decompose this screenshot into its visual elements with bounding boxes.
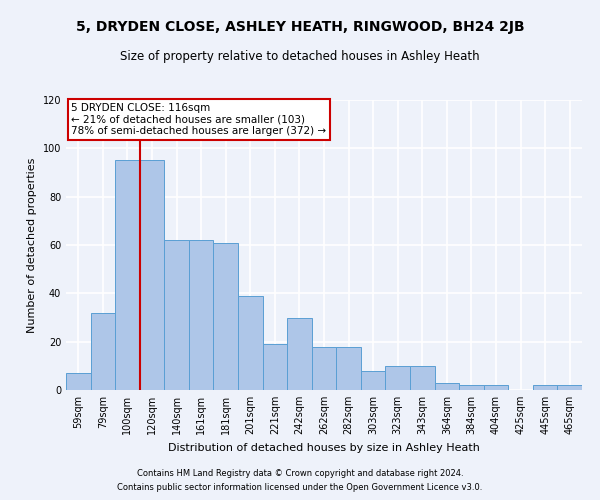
Bar: [140, 160, 164, 390]
Bar: [238, 296, 263, 390]
Text: Contains HM Land Registry data © Crown copyright and database right 2024.: Contains HM Land Registry data © Crown c…: [137, 468, 463, 477]
Bar: [410, 366, 434, 390]
Text: Contains public sector information licensed under the Open Government Licence v3: Contains public sector information licen…: [118, 484, 482, 492]
Bar: [557, 385, 582, 390]
Bar: [385, 366, 410, 390]
Bar: [115, 160, 140, 390]
Bar: [434, 383, 459, 390]
Bar: [214, 242, 238, 390]
Text: 5, DRYDEN CLOSE, ASHLEY HEATH, RINGWOOD, BH24 2JB: 5, DRYDEN CLOSE, ASHLEY HEATH, RINGWOOD,…: [76, 20, 524, 34]
Bar: [287, 318, 312, 390]
Bar: [66, 373, 91, 390]
X-axis label: Distribution of detached houses by size in Ashley Heath: Distribution of detached houses by size …: [168, 442, 480, 452]
Bar: [164, 240, 189, 390]
Bar: [361, 370, 385, 390]
Bar: [189, 240, 214, 390]
Bar: [91, 312, 115, 390]
Text: Size of property relative to detached houses in Ashley Heath: Size of property relative to detached ho…: [120, 50, 480, 63]
Bar: [312, 346, 336, 390]
Bar: [533, 385, 557, 390]
Bar: [484, 385, 508, 390]
Text: 5 DRYDEN CLOSE: 116sqm
← 21% of detached houses are smaller (103)
78% of semi-de: 5 DRYDEN CLOSE: 116sqm ← 21% of detached…: [71, 103, 326, 136]
Y-axis label: Number of detached properties: Number of detached properties: [27, 158, 37, 332]
Bar: [263, 344, 287, 390]
Bar: [336, 346, 361, 390]
Bar: [459, 385, 484, 390]
